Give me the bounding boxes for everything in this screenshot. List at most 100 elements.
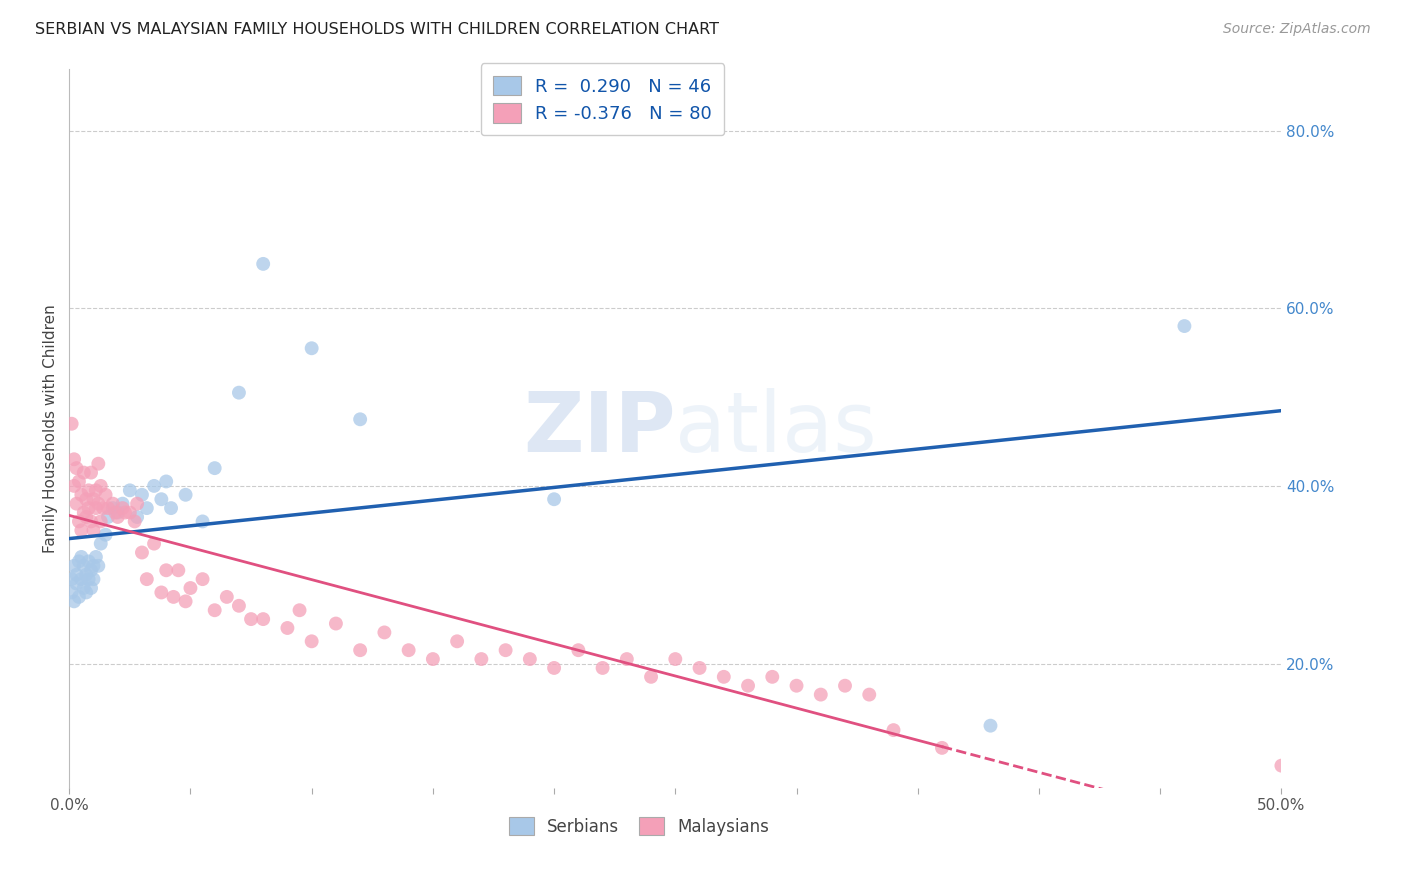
Point [80, 563, 103, 577]
Point [80, 515, 103, 529]
Point [80, 581, 103, 595]
Point [834, 679, 856, 693]
Point [63, 558, 86, 573]
Point [111, 501, 134, 516]
Point [228, 385, 250, 400]
Point [470, 652, 492, 666]
Point [65, 576, 87, 591]
Point [288, 603, 311, 617]
Point [150, 492, 173, 507]
Point [422, 652, 444, 666]
Point [84, 549, 107, 564]
Point [77, 501, 100, 516]
Point [87, 457, 110, 471]
Point [80, 466, 103, 480]
Point [215, 590, 238, 604]
Point [131, 545, 153, 559]
Point [162, 590, 184, 604]
Point [107, 510, 129, 524]
Point [252, 612, 274, 626]
Point [67, 475, 90, 489]
Y-axis label: Family Households with Children: Family Households with Children [44, 304, 58, 552]
Point [60, 572, 83, 586]
Point [689, 661, 711, 675]
Point [77, 572, 100, 586]
Point [70, 549, 93, 564]
Point [786, 679, 808, 693]
Point [118, 506, 141, 520]
Point [240, 612, 263, 626]
Point [276, 621, 298, 635]
Point [592, 661, 614, 675]
Point [97, 501, 120, 516]
Point [97, 510, 120, 524]
Point [713, 670, 735, 684]
Point [90, 515, 112, 529]
Point [761, 670, 783, 684]
Point [70, 488, 93, 502]
Point [495, 643, 517, 657]
Point [1173, 319, 1195, 334]
Text: atlas: atlas [675, 388, 877, 468]
Point [543, 661, 565, 675]
Point [77, 483, 100, 498]
Point [73, 506, 96, 520]
Point [640, 670, 662, 684]
Point [446, 634, 468, 648]
Point [167, 563, 190, 577]
Point [101, 497, 124, 511]
Point [70, 524, 93, 538]
Point [111, 497, 134, 511]
Point [101, 501, 124, 516]
Point [73, 466, 96, 480]
Point [349, 412, 371, 426]
Point [127, 510, 149, 524]
Point [567, 643, 589, 657]
Point [124, 515, 146, 529]
Point [398, 643, 420, 657]
Point [131, 488, 153, 502]
Point [519, 652, 541, 666]
Point [104, 506, 127, 520]
Point [70, 572, 93, 586]
Point [63, 452, 86, 467]
Point [155, 475, 177, 489]
Point [325, 616, 347, 631]
Legend: Serbians, Malaysians: Serbians, Malaysians [501, 809, 778, 844]
Point [143, 479, 166, 493]
Point [191, 572, 214, 586]
Point [94, 527, 117, 541]
Text: ZIP: ZIP [523, 388, 675, 468]
Point [65, 567, 87, 582]
Point [979, 719, 1001, 733]
Point [301, 634, 323, 648]
Point [90, 536, 112, 550]
Point [1270, 758, 1292, 772]
Point [114, 506, 136, 520]
Point [75, 585, 97, 599]
Point [664, 652, 686, 666]
Point [77, 554, 100, 568]
Point [87, 497, 110, 511]
Point [91, 501, 114, 516]
Point [73, 558, 96, 573]
Point [150, 585, 173, 599]
Point [75, 510, 97, 524]
Point [87, 558, 110, 573]
Point [73, 581, 96, 595]
Point [60, 585, 83, 599]
Point [75, 492, 97, 507]
Point [90, 479, 112, 493]
Point [155, 563, 177, 577]
Point [204, 461, 226, 475]
Point [82, 572, 104, 586]
Point [543, 492, 565, 507]
Text: Source: ZipAtlas.com: Source: ZipAtlas.com [1223, 22, 1371, 37]
Point [84, 501, 107, 516]
Point [75, 567, 97, 582]
Point [107, 506, 129, 520]
Point [179, 581, 201, 595]
Point [228, 599, 250, 613]
Point [82, 524, 104, 538]
Point [931, 740, 953, 755]
